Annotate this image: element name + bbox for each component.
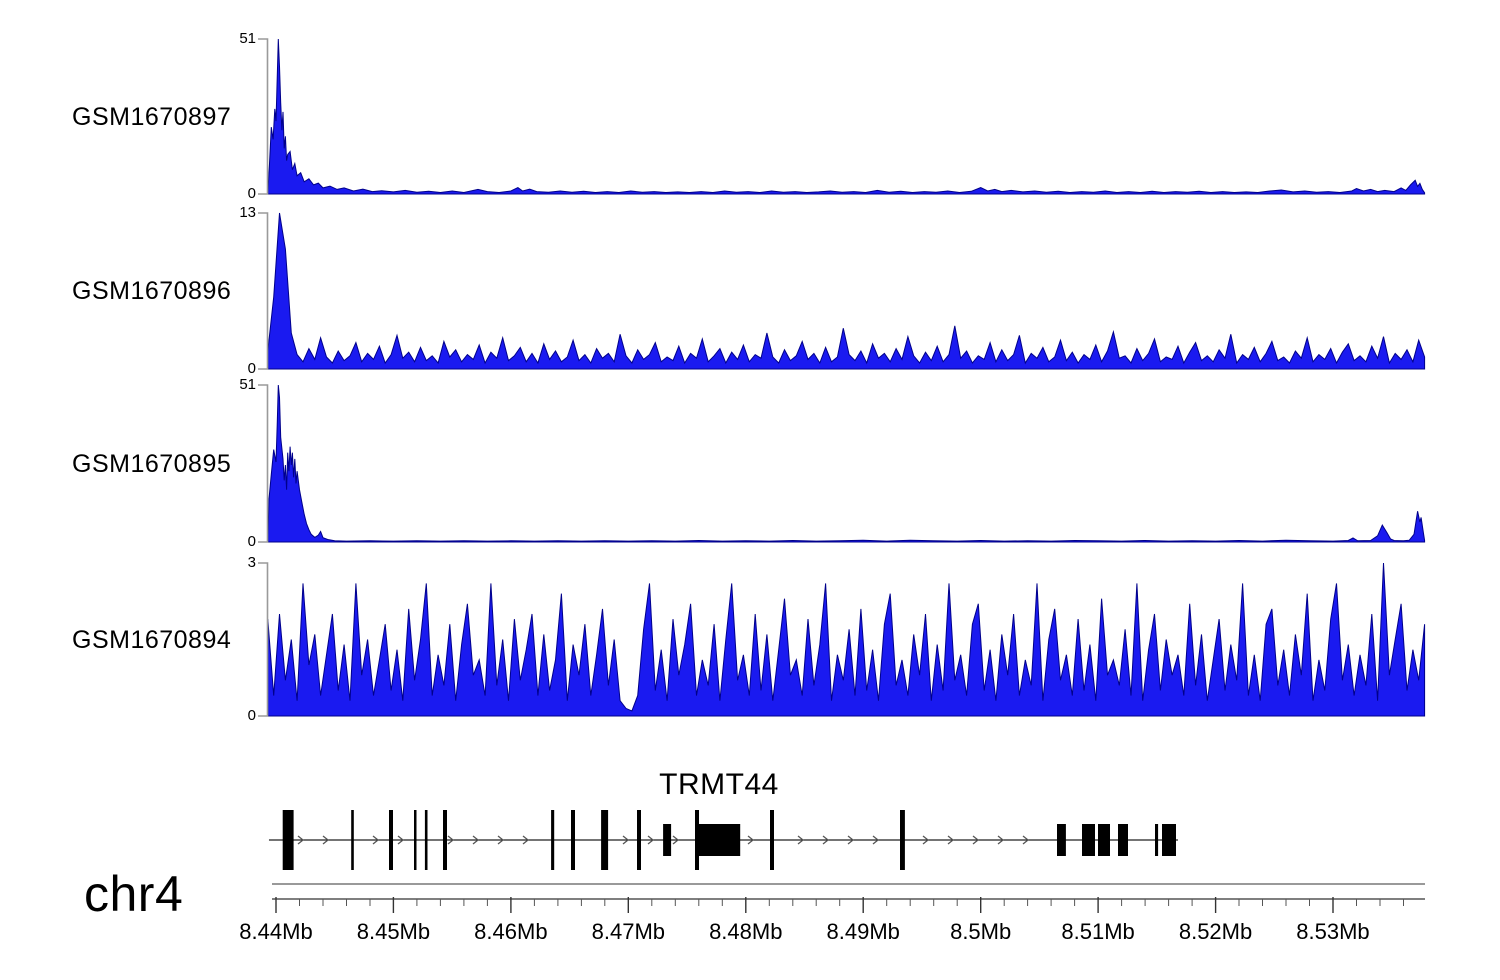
chromosome-label: chr4: [84, 866, 184, 922]
y-min-track4: 0: [247, 707, 256, 724]
strand-arrow-icon: [372, 835, 380, 845]
strand-arrow-icon: [997, 835, 1005, 845]
y-axis-bracket: [258, 212, 269, 370]
gene-exon: [695, 824, 741, 856]
strand-arrow-icon: [1022, 835, 1030, 845]
gene-exon: [1057, 824, 1066, 856]
gene-exon: [351, 810, 354, 870]
strand-arrow-icon: [472, 835, 480, 845]
y-max-track3: 51: [239, 376, 256, 393]
y-axis-bracket: [258, 384, 269, 543]
coverage-area-gsm1670896: [267, 212, 1426, 370]
axis-tick-label: 8.48Mb: [709, 919, 783, 944]
axis-tick-label: 8.47Mb: [591, 919, 666, 944]
track-label-gsm1670896: GSM1670896: [72, 277, 232, 305]
gene-exon: [1098, 824, 1110, 856]
y-min-track3: 0: [247, 533, 256, 550]
strand-arrow-icon: [922, 835, 930, 845]
strand-arrow-icon: [972, 835, 980, 845]
axis-tick-label: 8.49Mb: [826, 919, 900, 944]
strand-arrow-icon: [322, 835, 330, 845]
gene-exon: [282, 810, 294, 870]
axis-tick-label: 8.53Mb: [1296, 919, 1370, 944]
strand-arrow-icon: [297, 835, 305, 845]
strand-arrow-icon: [797, 835, 805, 845]
coverage-area-gsm1670895: [267, 384, 1426, 543]
strand-arrow-icon: [672, 835, 680, 845]
axis-tick-label: 8.51Mb: [1061, 919, 1135, 944]
y-axis-bracket: [258, 38, 269, 195]
gene-exon: [601, 810, 609, 870]
gene-exon: [637, 810, 641, 870]
strand-arrow-icon: [747, 835, 755, 845]
track-label-gsm1670897: GSM1670897: [72, 103, 232, 131]
gene-exon: [770, 810, 774, 870]
gene-exon: [663, 824, 672, 856]
strand-arrow-icon: [822, 835, 830, 845]
strand-arrow-icon: [847, 835, 855, 845]
axis-tick-label: 8.46Mb: [474, 919, 548, 944]
strand-arrow-icon: [872, 835, 880, 845]
strand-arrow-icon: [397, 835, 405, 845]
axis-tick-label: 8.52Mb: [1178, 919, 1253, 944]
gene-exon: [900, 810, 905, 870]
gene-exon: [1162, 824, 1176, 856]
axis-tick-label: 8.45Mb: [356, 919, 431, 944]
strand-arrow-icon: [947, 835, 955, 845]
axis-tick-label: 8.44Mb: [239, 919, 313, 944]
coverage-area-gsm1670897: [267, 38, 1426, 195]
y-min-track2: 0: [247, 360, 256, 377]
strand-arrow-icon: [647, 835, 655, 845]
y-min-track1: 0: [247, 185, 256, 202]
gene-exon: [551, 810, 555, 870]
gene-exon: [1082, 824, 1095, 856]
coverage-area-gsm1670894: [267, 562, 1426, 717]
strand-arrow-icon: [497, 835, 505, 845]
gene-exon: [571, 810, 575, 870]
gene-name-label: TRMT44: [659, 768, 779, 801]
track-label-gsm1670895: GSM1670895: [72, 450, 232, 478]
track-label-gsm1670894: GSM1670894: [72, 626, 232, 654]
y-max-track1: 51: [239, 30, 256, 47]
strand-arrow-icon: [447, 835, 455, 845]
gene-exon: [389, 810, 393, 870]
gene-exon: [424, 810, 428, 870]
axis-tick-label: 8.5Mb: [950, 919, 1012, 944]
gene-exon: [1118, 824, 1128, 856]
y-max-track4: 3: [247, 554, 256, 571]
gene-exon: [443, 810, 447, 870]
y-max-track2: 13: [239, 204, 256, 221]
gene-exon: [414, 810, 417, 870]
strand-arrow-icon: [522, 835, 530, 845]
y-axis-bracket: [258, 562, 269, 717]
gene-exon: [1155, 824, 1159, 856]
strand-arrow-icon: [622, 835, 630, 845]
